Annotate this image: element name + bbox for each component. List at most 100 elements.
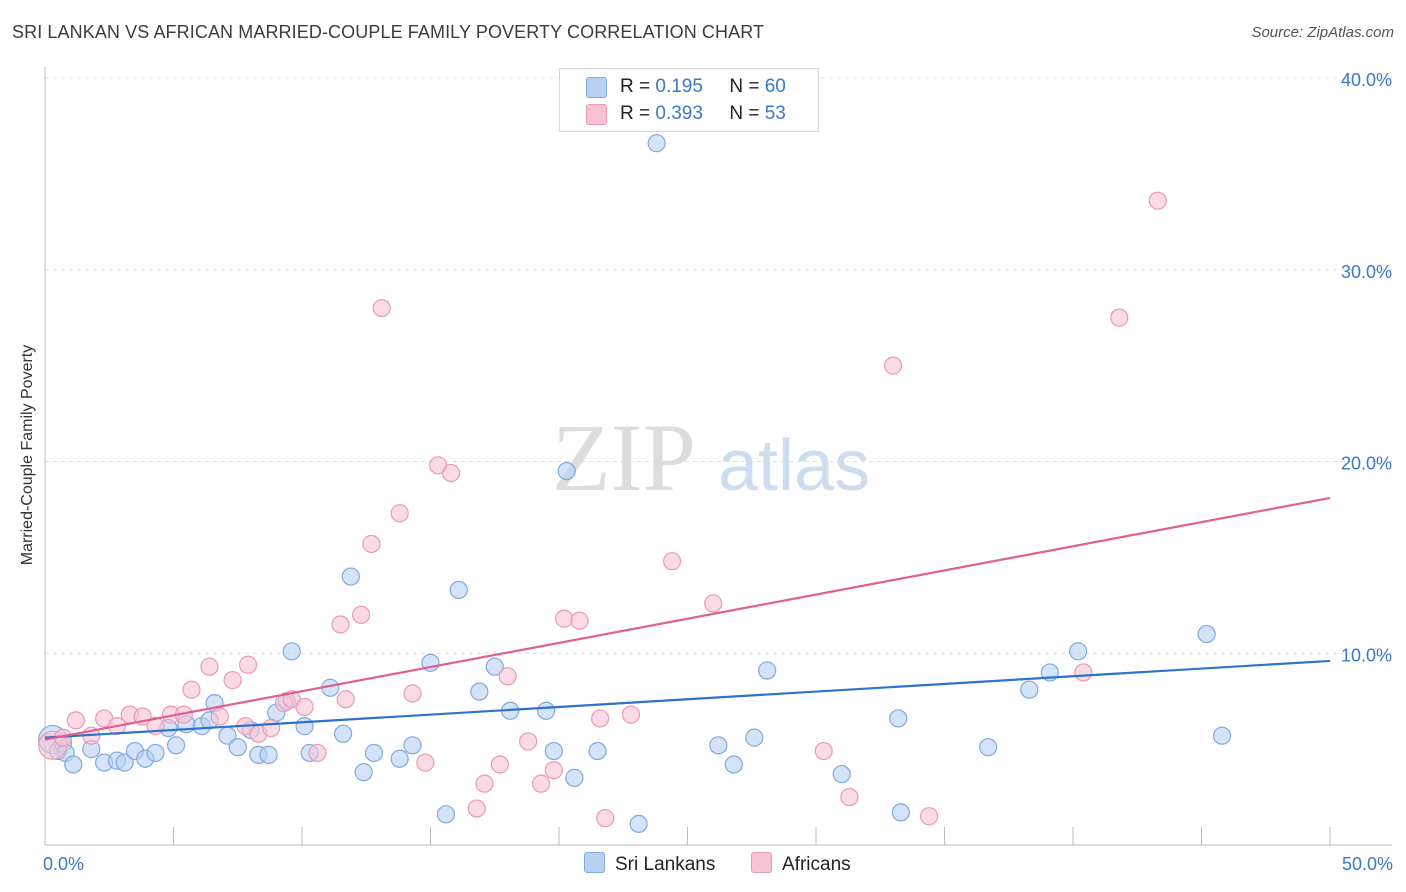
sri-lankans-point [1197,624,1216,644]
sri-lankans-point [1212,726,1232,745]
africans-point [416,753,435,772]
sri-lankans-point [629,814,648,834]
axes [44,67,1392,846]
sri-lankans-point [891,803,910,822]
sri-lankans-point [146,743,165,763]
sri-lankans-point [341,567,360,586]
source-credit: Source: ZipAtlas.com [1251,24,1394,41]
sri-lankans-point [354,763,373,782]
africans-point [403,684,422,703]
sri-lankans-point [364,743,384,763]
africans-point [390,504,409,523]
y-tick-label: 40.0% [1341,70,1392,90]
watermark: ZIP atlas [552,404,870,511]
sri-lankans-point [166,736,186,755]
legend-n-label: N = [729,76,760,97]
sri-lankans-point [832,764,851,784]
sri-lankans-point [557,461,576,481]
africans-point [814,741,833,761]
legend-n-value: 53 [764,103,786,124]
bottom-legend-africans: Africans [751,852,851,876]
africans-point [308,743,327,763]
sri-lankans-point [282,642,301,661]
trend-lines [44,496,1331,741]
y-tick-label: 20.0% [1341,454,1392,474]
sri-lankans-point [64,755,83,774]
legend-r-value: 0.195 [655,76,703,97]
legend-label: Africans [782,854,851,875]
pink-swatch [751,852,772,873]
y-tick-label: 30.0% [1341,262,1392,282]
africans-point [331,615,350,634]
africans-point [591,709,610,728]
correlation-legend: R = 0.195 N = 60 R = 0.393 N = 53 [559,68,819,132]
africans-point [662,552,682,571]
sri-lankans-point [485,657,504,676]
sri-lankans-point [647,134,666,153]
x-tick-label: 0.0% [43,854,84,874]
sri-lankans-point [390,749,409,768]
sri-lankans-point [745,728,764,747]
tick-labels: 10.0% 20.0% 30.0% 40.0% 0.0% 50.0% [43,70,1393,874]
sri-lankans-point [403,736,422,755]
legend-r-label: R = [620,76,651,97]
africans-point [596,809,615,828]
chart-title: SRI LANKAN VS AFRICAN MARRIED-COUPLE FAM… [12,22,765,42]
sri-lankans-point [1020,680,1039,699]
africans-point [223,670,242,690]
africans-point [210,707,229,726]
sri-lankans-point [537,701,556,720]
sri-lankans-point [724,755,743,774]
africans-point [238,655,258,674]
africans-point [182,680,201,699]
africans-point [519,732,538,751]
africans-point [555,609,574,628]
x-tick-label: 50.0% [1342,854,1393,874]
sri-lankans-point [1069,642,1088,661]
africans-point [66,711,85,730]
africans-point [704,594,723,613]
africans-point [352,605,371,625]
sri-lankans-point [295,717,314,736]
sri-lankans-point [709,736,728,755]
gridlines [45,77,1392,654]
africans-trend-line [44,496,1331,741]
africans-point [262,718,281,738]
legend-n-value: 60 [764,76,786,97]
africans-point [490,755,509,774]
sri-lankans-point [565,768,584,787]
blue-swatch [586,77,607,98]
watermark-zip: ZIP [552,404,696,511]
pink-swatch [586,104,607,125]
sri-lankans-point [115,753,134,772]
sri-lankans-point [449,580,468,600]
watermark-atlas: atlas [718,426,870,506]
bottom-legend-sri-lankans: Sri Lankans [584,852,715,876]
africans-point [362,534,381,554]
africans-point [883,356,903,375]
africans-point [621,705,641,724]
africans-point [531,774,551,793]
africans-point [475,774,494,793]
africans-point [200,657,219,676]
sri-lankans-point [979,738,998,757]
africans-point [544,761,563,780]
africans-point [840,787,859,807]
africans-point [1110,308,1129,327]
sri-lankans-point [436,805,456,824]
sri-lankans-point [228,738,247,757]
sri-lankans-trend-line [44,659,1331,739]
africans-point [919,807,939,826]
africans-point [441,463,461,483]
sri-lankans-point [588,741,607,761]
africans-point [1148,191,1167,210]
sri-lankans-point [470,682,489,701]
legend-n-label: N = [729,103,760,124]
blue-swatch [584,852,605,873]
y-tick-label: 10.0% [1341,645,1392,665]
africans-point [570,611,589,630]
africans-point [295,697,314,717]
africans-point [498,667,517,686]
legend-label: Sri Lankans [615,854,716,875]
